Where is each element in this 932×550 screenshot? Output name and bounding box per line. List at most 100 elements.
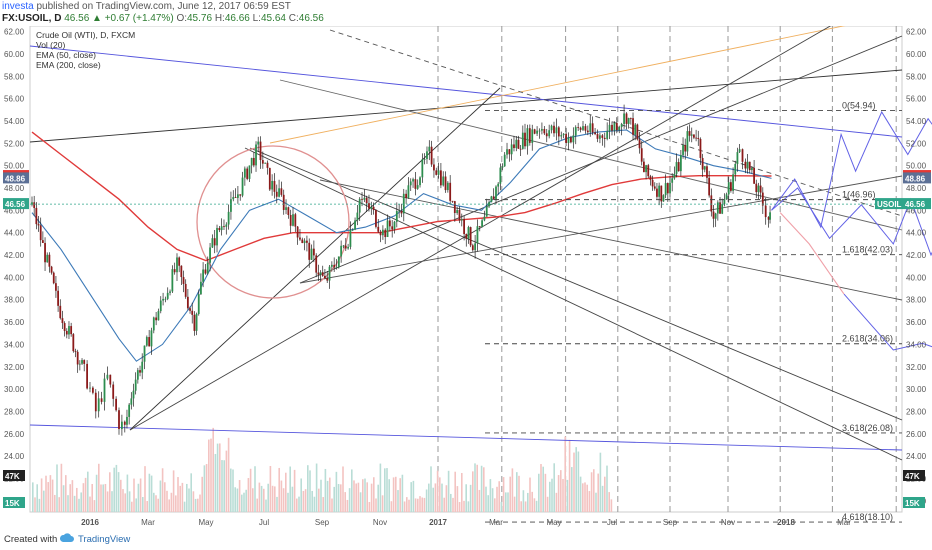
tradingview-brand[interactable]: TradingView bbox=[78, 534, 131, 545]
candle-body bbox=[223, 226, 225, 228]
y-tick-label-left: 34.00 bbox=[4, 340, 25, 349]
volume-bar bbox=[496, 486, 498, 512]
volume-bar bbox=[194, 498, 197, 512]
volume-bar bbox=[518, 475, 520, 512]
fib-level-label: 4.618(18.10) bbox=[842, 512, 893, 522]
candle-body bbox=[340, 245, 343, 257]
author-name[interactable]: investa bbox=[2, 1, 34, 12]
last-price-badge-left-bg bbox=[3, 198, 29, 210]
volume-bar bbox=[230, 468, 232, 512]
candle-body bbox=[528, 128, 531, 143]
volume-bar bbox=[289, 466, 291, 512]
volume-bar bbox=[186, 483, 188, 512]
volume-bar bbox=[342, 466, 344, 512]
candle-body bbox=[148, 337, 151, 347]
volume-bar bbox=[544, 473, 547, 512]
volume-bar bbox=[555, 492, 558, 512]
trend-line bbox=[29, 69, 903, 143]
candle-body bbox=[536, 130, 538, 134]
candle-body bbox=[673, 173, 676, 179]
candle-body bbox=[386, 220, 389, 238]
volume-bar bbox=[271, 485, 274, 512]
candle-body bbox=[753, 167, 755, 184]
volume-bar bbox=[219, 443, 221, 512]
y-tick-label-right: 48.00 bbox=[906, 184, 927, 193]
candle-body bbox=[176, 257, 178, 273]
candle-body bbox=[584, 126, 587, 131]
volume-bar bbox=[447, 470, 450, 512]
price-change: 46.56 ▲ +0.67 (+1.47%) bbox=[64, 13, 174, 24]
y-tick-label-right: 38.00 bbox=[906, 296, 927, 305]
volume-bars bbox=[32, 427, 613, 512]
chart-header: investa published on TradingView.com, Ju… bbox=[0, 0, 932, 26]
volume-bar bbox=[49, 475, 52, 512]
trend-line bbox=[29, 424, 903, 451]
candle-body bbox=[195, 313, 198, 331]
volume-bar bbox=[430, 466, 432, 512]
candle-body bbox=[671, 178, 674, 183]
volume-bar bbox=[80, 492, 82, 512]
legend-ema-200[interactable]: EMA (200, close) bbox=[36, 60, 101, 70]
legend-volume[interactable]: Vol (20) bbox=[36, 40, 65, 50]
volume-bar bbox=[588, 491, 591, 512]
price-chart[interactable]: 0(54.94) 1(46.96) 1.618(42.03) 2.618(34.06)… bbox=[0, 26, 932, 530]
candle-body bbox=[577, 127, 580, 128]
candle-body bbox=[555, 127, 558, 134]
candle-body bbox=[89, 387, 91, 389]
candle-body bbox=[68, 326, 70, 335]
candle-body bbox=[136, 370, 139, 380]
volume-bar bbox=[282, 488, 285, 512]
candle-body bbox=[299, 237, 301, 240]
candle-body bbox=[370, 206, 373, 209]
candle-body bbox=[620, 123, 623, 128]
candle-body bbox=[574, 127, 577, 136]
candle-body bbox=[209, 247, 211, 263]
volume-bar bbox=[93, 500, 96, 512]
volume-bar bbox=[309, 470, 311, 512]
candle-body bbox=[545, 133, 548, 137]
x-tick-label: 2016 bbox=[81, 518, 99, 527]
candle-body bbox=[72, 334, 75, 352]
y-tick-label-left: 38.00 bbox=[4, 296, 25, 305]
candle-body bbox=[157, 311, 160, 321]
volume-bar bbox=[535, 500, 538, 512]
candle-body bbox=[706, 166, 708, 178]
candle-body bbox=[118, 410, 120, 430]
candle-body bbox=[533, 129, 536, 134]
volume-bar bbox=[571, 467, 573, 512]
candle-body bbox=[197, 294, 200, 314]
volume-bar bbox=[467, 501, 470, 512]
candle-body bbox=[280, 188, 283, 195]
candle-body bbox=[719, 202, 721, 214]
volume-bar bbox=[373, 477, 375, 512]
candle-body bbox=[193, 314, 196, 331]
candle-body bbox=[106, 374, 109, 379]
candle-body bbox=[44, 242, 46, 263]
volume-bar bbox=[221, 460, 223, 512]
candle-body bbox=[294, 214, 297, 227]
candle-body bbox=[328, 266, 331, 281]
candle-body bbox=[538, 130, 541, 132]
volume-bar bbox=[249, 468, 252, 512]
volume-bar bbox=[126, 474, 129, 512]
y-tick-label-left: 44.00 bbox=[4, 229, 25, 238]
x-tick-label: Nov bbox=[721, 518, 735, 527]
candle-body bbox=[78, 363, 81, 365]
candle-body bbox=[206, 262, 209, 274]
candle-body bbox=[211, 238, 214, 248]
volume-bar bbox=[395, 476, 397, 512]
candle-body bbox=[506, 149, 508, 155]
volume-bar bbox=[527, 492, 529, 512]
volume-bar bbox=[307, 465, 309, 512]
volume-bar bbox=[590, 472, 593, 512]
y-tick-label-right: 52.00 bbox=[906, 139, 927, 148]
candle-body bbox=[510, 144, 513, 155]
volume-bar bbox=[89, 496, 91, 512]
candle-body bbox=[519, 148, 522, 150]
volume-bar bbox=[166, 490, 168, 512]
y-tick-label-right: 28.00 bbox=[906, 407, 927, 416]
candle-body bbox=[767, 217, 770, 220]
candle-body bbox=[150, 330, 153, 347]
legend-ema-50[interactable]: EMA (50, close) bbox=[36, 50, 96, 60]
candle-body bbox=[446, 182, 449, 191]
